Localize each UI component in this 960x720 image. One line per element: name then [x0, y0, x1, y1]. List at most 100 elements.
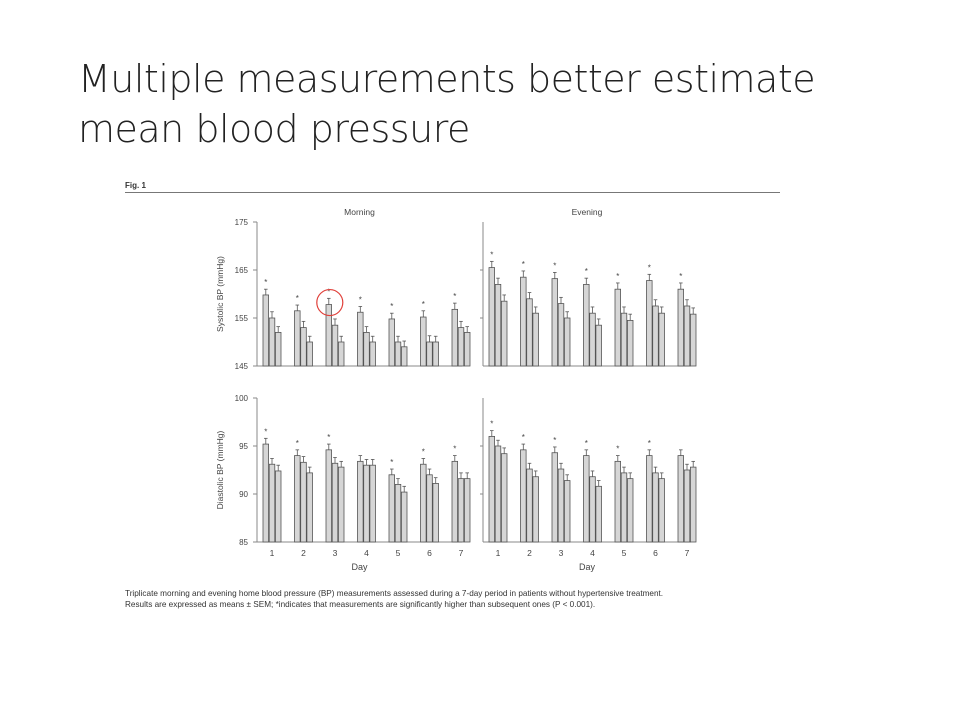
panel-2-bar-day-4-m3 — [595, 324, 602, 367]
panel-2-bar-day-3-m2 — [557, 303, 565, 367]
panel-4-significance-day-1: * — [490, 420, 493, 429]
figure-label: Fig. 1 — [125, 181, 146, 190]
panel-3-xtick-label-1: 1 — [270, 548, 275, 558]
panel-4-bar-day-4-m3 — [595, 485, 602, 543]
panel-2-bar-day-1-m2 — [494, 284, 502, 367]
panel-4-significance-day-5: * — [616, 445, 619, 454]
panel-1-bar-day-7-m1 — [451, 308, 458, 367]
panel-4-xtick-label-5: 5 — [622, 548, 627, 558]
panel-3-ytick-label-85: 85 — [239, 538, 248, 547]
figure: Fig. 1 145 155 165 175 Systolic BP (mmHg) Mor… — [125, 178, 785, 618]
panel-2-bar-day-5-m1 — [614, 288, 621, 367]
panel-4-bar-day-2-m1 — [520, 449, 527, 543]
panel-1-bar-day-1-m1 — [262, 294, 269, 367]
panel-3-bar-day-6-m1 — [420, 463, 427, 543]
panel-2-significance-day-6: * — [648, 263, 651, 272]
panel-1-bar-day-6-m3 — [432, 341, 439, 367]
figure-caption: Triplicate morning and evening home bloo… — [125, 588, 785, 610]
panel-3-bar-day-7-m3 — [463, 478, 471, 543]
panel-2-significance-day-7: * — [679, 272, 682, 281]
panel-3-xtick-label-3: 3 — [333, 548, 338, 558]
panel-4-xtick-label-3: 3 — [559, 548, 564, 558]
panel-2-bar-day-1-m1 — [488, 267, 495, 367]
panel-1-bar-day-7-m3 — [463, 331, 471, 367]
panel-3-bar-day-7-m2 — [457, 478, 465, 543]
panel-3-significance-day-6: * — [422, 447, 425, 456]
panel-3-ytick-label-100: 100 — [235, 394, 249, 403]
panel-3-xtick-label-2: 2 — [301, 548, 306, 558]
panel-4-significance-day-4: * — [585, 439, 588, 448]
panel-4-xtick-label-4: 4 — [590, 548, 595, 558]
panel-3-bar-day-2-m3 — [306, 472, 313, 543]
panel-2-bar-day-6-m2 — [652, 305, 659, 367]
panel-4-bar-day-4-m2 — [589, 476, 596, 543]
slide-title-line-1: Multiple measurements better estimate — [78, 57, 816, 101]
panel-4-bar-day-5-m3 — [626, 478, 634, 543]
panel-2-bar-day-3-m3 — [563, 317, 571, 367]
panel-1-bar-day-6-m1 — [420, 316, 427, 367]
panel-1-ylabel: Systolic BP (mmHg) — [215, 256, 225, 332]
panel-1-bar-day-6-m2 — [426, 341, 433, 367]
panel-2-bar-day-7-m3 — [690, 313, 697, 367]
panel-3-bar-day-1-m2 — [268, 463, 276, 543]
panel-4-bar-day-6-m1 — [646, 455, 653, 543]
panel-4-bar-day-5-m1 — [614, 460, 621, 543]
panel-1-bar-day-3-m2 — [331, 324, 339, 367]
panel-1-ytick-label-165: 165 — [235, 266, 249, 275]
panel-4-bar-day-1-m1 — [488, 435, 495, 543]
panel-1-significance-day-6: * — [422, 300, 425, 309]
panel-3-xtick-label-6: 6 — [427, 548, 432, 558]
panel-4-bar-day-3-m1 — [551, 452, 558, 543]
panel-2-bar-day-7-m1 — [677, 288, 684, 367]
slide-title: Multiple measurements better estimate me… — [78, 54, 898, 154]
panel-3-significance-day-7: * — [453, 445, 456, 454]
panel-1-bar-day-4-m1 — [357, 311, 364, 367]
panel-4-bar-day-4-m1 — [583, 455, 590, 543]
panel-2-bar-day-3-m1 — [551, 278, 558, 367]
panel-1-title: Morning — [344, 207, 375, 217]
panel-4-bar-day-7-m3 — [690, 466, 697, 543]
panel-2-bar-day-2-m1 — [520, 276, 527, 367]
panel-3-significance-day-3: * — [327, 433, 330, 442]
panel-3-bar-day-4-m1 — [357, 460, 364, 543]
caption-line-1: Triplicate morning and evening home bloo… — [125, 589, 664, 598]
panel-3-xtick-label-7: 7 — [459, 548, 464, 558]
panel-3-significance-day-1: * — [264, 427, 267, 436]
panel-2-bar-day-6-m3 — [658, 312, 665, 367]
panel-2-bar-day-6-m1 — [646, 280, 653, 367]
panel-3-bar-day-3-m2 — [331, 462, 339, 543]
panel-1-bar-day-1-m3 — [274, 331, 282, 367]
panel-1-bar-day-2-m3 — [306, 341, 313, 367]
panel-1-significance-day-5: * — [390, 302, 393, 311]
panel-4-xtick-label-7: 7 — [685, 548, 690, 558]
panel-4-bar-day-6-m2 — [652, 472, 659, 543]
panel-1-bar-day-5-m2 — [394, 341, 402, 367]
panel-3-bar-day-4-m3 — [369, 464, 376, 543]
panel-4-bar-day-1-m2 — [494, 445, 502, 543]
panel-3-ytick-label-95: 95 — [239, 442, 248, 451]
panel-2-title: Evening — [572, 207, 603, 217]
panel-2-significance-day-3: * — [553, 261, 556, 270]
panel-2-bar-day-5-m3 — [626, 319, 634, 367]
panel-2-bar-day-7-m2 — [683, 305, 691, 367]
panel-3-bar-day-4-m2 — [363, 464, 370, 543]
panel-3-bar-day-6-m3 — [432, 483, 439, 543]
panel-1-significance-day-1: * — [264, 278, 267, 287]
panel-4-significance-day-2: * — [522, 433, 525, 442]
panel-4-xtick-label-1: 1 — [496, 548, 501, 558]
highlight-circle — [316, 288, 344, 317]
panel-1-bar-day-2-m2 — [300, 327, 307, 367]
panel-3-bar-day-5-m1 — [388, 474, 395, 543]
panel-1-significance-day-7: * — [453, 292, 456, 301]
figure-rule — [125, 192, 780, 193]
panel-3-ylabel: Diastolic BP (mmHg) — [215, 430, 225, 509]
panel-2-bar-day-2-m3 — [532, 312, 539, 367]
panel-1-bar-day-5-m1 — [388, 318, 395, 367]
panel-1-bar-day-5-m3 — [400, 346, 408, 367]
panel-2-significance-day-5: * — [616, 272, 619, 281]
panel-2-significance-day-4: * — [585, 267, 588, 276]
panel-3-bar-day-2-m2 — [300, 461, 307, 543]
panel-1-ytick-label-175: 175 — [235, 218, 249, 227]
panel-2-bar-day-1-m3 — [500, 300, 508, 367]
panel-3-xtick-label-5: 5 — [396, 548, 401, 558]
